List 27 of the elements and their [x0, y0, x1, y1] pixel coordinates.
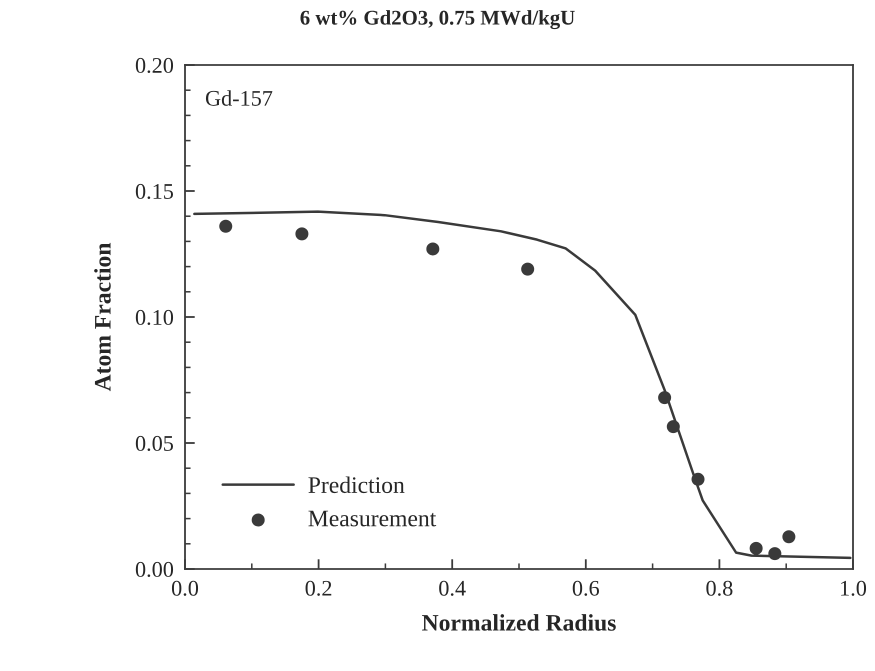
- legend-label: Prediction: [308, 476, 404, 494]
- point: [750, 542, 763, 555]
- annotation: Gd-157: [206, 90, 272, 106]
- y-tick-label: 0.20: [136, 58, 174, 74]
- y-tick-label: 0.10: [136, 310, 174, 326]
- x-axis-title: Normalized Radius: [422, 614, 616, 631]
- point: [426, 242, 440, 256]
- point: [658, 391, 672, 404]
- y-tick-label: 0.05: [136, 436, 174, 452]
- y-axis-title: Atom Fraction: [94, 242, 111, 392]
- point: [782, 530, 796, 544]
- point: [295, 227, 308, 240]
- x-tick-label: 0.4: [439, 580, 466, 596]
- point: [219, 220, 232, 233]
- point: [768, 547, 782, 560]
- x-tick-label: 0.6: [572, 580, 600, 596]
- x-tick-label: 0.2: [306, 580, 332, 596]
- y-tick-label: 0.15: [136, 184, 174, 200]
- x-tick-label: 0.8: [706, 580, 732, 596]
- point: [666, 420, 680, 434]
- x-tick-label: 1.0: [841, 580, 866, 596]
- x-tick-label: 0.0: [172, 580, 198, 596]
- y-tick-label: 0.00: [136, 562, 174, 578]
- legend-label: Measurement: [308, 510, 436, 526]
- point: [692, 472, 705, 486]
- point: [521, 262, 534, 276]
- chart-title: 6 wt% Gd2O3, 0.75 MWd/kgU: [300, 10, 575, 30]
